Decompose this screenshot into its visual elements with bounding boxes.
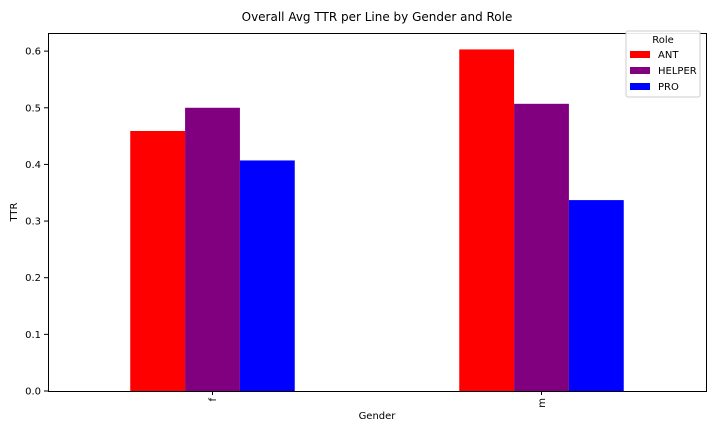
y-tick-label: 0.1	[25, 330, 41, 341]
x-tick-label-m: m	[537, 398, 548, 408]
legend-swatch-helper	[630, 67, 650, 74]
y-tick-label: 0.0	[25, 387, 41, 398]
legend-label-helper: HELPER	[658, 66, 697, 77]
legend: Role ANT HELPER PRO	[625, 30, 701, 98]
y-axis-label: TTR	[9, 202, 20, 222]
bar-f-helper	[185, 107, 240, 391]
legend-swatch-pro	[630, 83, 650, 90]
y-axis: 0.0 0.1 0.2 0.3 0.4 0.5 0.6	[25, 47, 48, 398]
bar-f-ant	[130, 130, 186, 392]
legend-label-ant: ANT	[658, 50, 679, 61]
legend-box	[625, 30, 701, 98]
y-tick-label: 0.5	[25, 103, 41, 114]
x-tick-label-f: f	[208, 398, 219, 402]
bar-f-pro	[239, 160, 295, 391]
y-tick-label: 0.2	[25, 273, 41, 284]
bar-m-ant	[459, 49, 515, 391]
y-tick-label: 0.4	[25, 160, 41, 171]
y-tick-label: 0.3	[25, 217, 41, 228]
legend-label-pro: PRO	[658, 82, 679, 93]
bars-group	[130, 49, 624, 392]
legend-swatch-ant	[630, 51, 650, 58]
chart-title: Overall Avg TTR per Line by Gender and R…	[242, 10, 513, 24]
y-tick-label: 0.6	[25, 47, 41, 58]
bar-m-helper	[514, 103, 569, 392]
bar-m-pro	[568, 200, 624, 391]
plot-frame	[48, 33, 707, 392]
x-axis-label: Gender	[359, 411, 397, 422]
legend-title: Role	[652, 35, 674, 46]
